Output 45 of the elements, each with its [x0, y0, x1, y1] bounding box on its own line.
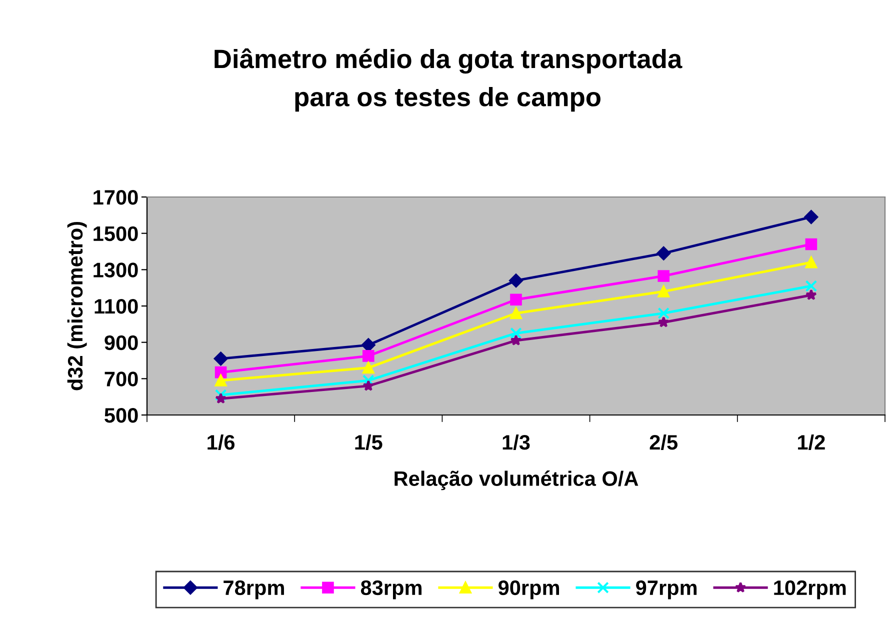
point: [362, 380, 374, 391]
point: [214, 374, 227, 386]
point: [362, 350, 374, 362]
point: [510, 334, 522, 346]
y-tick-label: 900: [104, 335, 138, 350]
point: [361, 338, 376, 352]
point: [362, 374, 374, 386]
point: [805, 256, 818, 268]
y-tick-label: 1300: [94, 262, 138, 278]
point: [510, 327, 522, 340]
point: [658, 286, 670, 298]
point: [509, 274, 523, 288]
point: [805, 280, 818, 292]
y-tick-label: 1700: [94, 190, 138, 205]
y-tick-label: 1500: [94, 226, 138, 242]
point: [214, 389, 227, 401]
y-tick-label: 500: [104, 408, 138, 423]
x-tick-label: 1/2: [798, 434, 825, 450]
y-tick-label: 700: [104, 372, 138, 386]
x-tick-label: 2/5: [650, 434, 678, 450]
point: [510, 307, 522, 320]
x-axis-title: Relação volumétrica O/A: [394, 470, 638, 490]
point: [214, 352, 228, 366]
point: [510, 294, 522, 306]
point: [658, 316, 670, 328]
point: [215, 392, 226, 404]
point: [656, 246, 671, 260]
point: [805, 238, 818, 250]
x-tick-label: 1/3: [502, 434, 530, 450]
point: [658, 307, 670, 320]
point: [658, 270, 670, 282]
legend-label: 97rpm: [636, 580, 697, 600]
y-tick-label: 1100: [94, 299, 138, 314]
legend-label: 102rpm: [774, 580, 846, 600]
x-tick-label: 1/6: [208, 434, 235, 450]
point: [806, 289, 817, 300]
y-axis-title: d32 (micrometro): [67, 222, 87, 390]
x-tick-label: 1/5: [355, 434, 382, 450]
point: [804, 210, 818, 224]
legend-label: 90rpm: [498, 580, 560, 600]
point: [362, 362, 374, 374]
point: [214, 366, 227, 378]
legend-label: 78rpm: [224, 580, 284, 600]
legend-label: 83rpm: [360, 580, 422, 600]
chart-title: Diâmetro médio da gota transportada para os testes de campo: [214, 48, 682, 112]
